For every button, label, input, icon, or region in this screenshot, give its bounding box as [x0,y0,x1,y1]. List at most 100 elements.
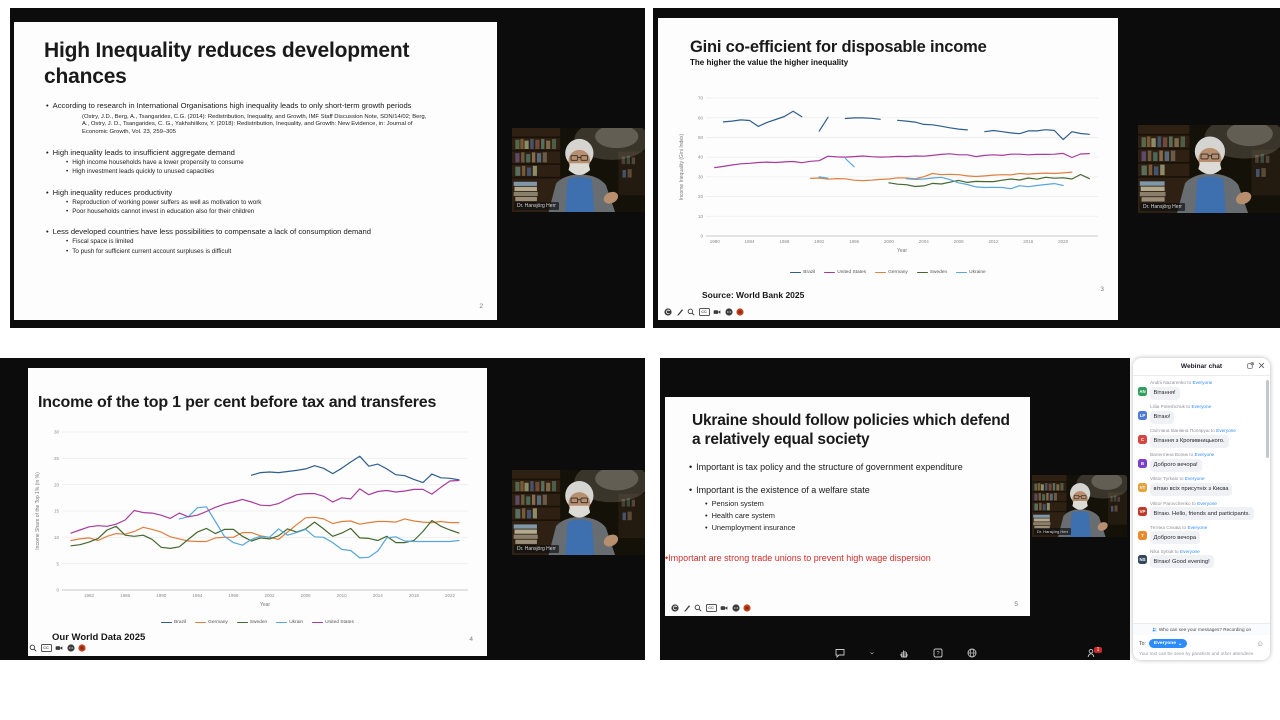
chat-message-sender: Viktor Parovchenko to Everyone [1150,500,1217,506]
chat-message: Viktor Tyrkalo to Everyone VT вітаю всіх п… [1138,476,1263,497]
avatar: T [1138,531,1147,541]
recipient-link[interactable]: Everyone [1216,428,1236,434]
pen-icon[interactable] [683,604,691,612]
slide-page-number: 4 [469,636,473,643]
meeting-notification[interactable]: 1 [1087,646,1102,658]
raise-hand-icon[interactable] [899,648,909,658]
globe-icon[interactable] [967,648,977,658]
recipient-link[interactable]: Everyone [1192,380,1213,385]
presenter-video-scene [1138,125,1280,213]
emoji-icon[interactable]: ☺ [1256,638,1264,648]
presenter-video: Dr. Hansjörg Herr [1032,475,1127,537]
bullet-item: • High inequality reduces productivity [46,187,173,197]
to-label: To: [1139,640,1146,647]
slide-high-inequality: High Inequality reduces development chan… [14,22,497,320]
chat-bubble-icon[interactable] [835,648,845,658]
slide-gini-chart: Gini co-efficient for disposable income … [658,18,1118,320]
recipient-link[interactable]: Everyone [1194,452,1215,458]
presenter-name-tag: Dr. Hansjörg Herr [514,202,559,210]
avatar: VP [1138,507,1147,517]
chat-scrollbar[interactable] [1266,380,1269,458]
slide-subtitle: The higher the value the higher inequali… [690,58,849,67]
recipient-link[interactable]: Everyone [1191,404,1212,410]
magnifier-icon[interactable] [29,644,37,652]
record-icon[interactable] [78,644,86,652]
svg-text:70: 70 [698,96,704,101]
presenter-video: Dr. Hansjörg Herr [1138,125,1280,213]
svg-text:20: 20 [54,482,60,487]
chart-source: Source: World Bank 2025 [702,290,805,300]
legend-item: Sweden [916,270,947,275]
more-icon[interactable] [724,308,733,316]
chat-message: Nika Sytiuk to Everyone NS Вітаю! Good eve… [1138,549,1263,569]
slide-page-number: 5 [1014,601,1018,608]
captions-icon[interactable]: CC [698,308,710,316]
magnifier-icon[interactable] [694,604,702,612]
captions-icon[interactable]: CC [705,604,717,612]
sub-bullet-item: • To push for sufficient current account … [66,248,232,256]
bullet-item: • Less developed countries have less poss… [46,227,371,237]
chat-message-sender: Viktor Tyrkalo to Everyone [1150,476,1205,482]
svg-text:0: 0 [56,588,59,593]
svg-text:Income Inequality (Gini Index): Income Inequality (Gini Index) [679,133,685,200]
svg-text:2014: 2014 [373,593,384,598]
slide-page-number: 2 [479,303,483,310]
legend-item: Germany [195,620,228,625]
svg-text:0: 0 [700,234,703,239]
close-icon[interactable] [1258,362,1265,369]
top1-chart-legend: Brazil Germany Sweden Ukrain United States [28,620,487,625]
avatar: С [1138,434,1147,444]
presenter-video-scene [512,470,645,555]
chat-message-bubble: Вітання! [1149,386,1180,400]
pen-icon[interactable] [676,308,684,316]
return-icon[interactable] [664,308,672,316]
chat-message-bubble: Доброго вечора [1149,531,1201,545]
chat-message-bubble: вітаю всіх присутніх з Києва [1149,482,1233,497]
qa-icon[interactable]: ? [933,648,943,658]
svg-text:20: 20 [698,194,704,199]
svg-text:2012: 2012 [988,239,999,244]
svg-text:1994: 1994 [192,593,203,598]
svg-text:2018: 2018 [409,593,420,598]
slide-bullets: • Important is tax policy and the structu… [689,462,1012,533]
more-icon[interactable] [66,644,75,652]
bullet-group: • High inequality leads to insufficient a… [46,148,473,177]
return-icon[interactable] [671,604,679,612]
recipient-link[interactable]: Everyone [1179,548,1200,554]
caret-down-icon[interactable] [869,648,875,658]
sub-bullet-item: • High investment leads quickly to unused… [66,168,215,176]
captions-icon[interactable]: CC [705,604,717,612]
chat-visibility-info: Who can see your messages? Recording on [1133,623,1270,635]
camera-icon[interactable] [720,604,728,612]
recipient-link[interactable]: Everyone [1187,524,1208,530]
camera-icon[interactable] [55,644,63,652]
svg-text:2010: 2010 [337,593,348,598]
more-icon[interactable] [731,604,740,612]
presenter-name-tag: Dr. Hansjörg Herr [514,545,559,553]
svg-text:1998: 1998 [228,593,239,598]
recipient-selector[interactable]: Everyone ⌄ [1148,639,1188,648]
chat-message-bubble: Доброго вечора! [1149,458,1202,472]
svg-text:2016: 2016 [1023,239,1034,244]
sub-bullet-item: • Pension system [705,498,764,508]
recipient-link[interactable]: Everyone [1184,476,1205,482]
record-icon[interactable] [736,308,744,316]
chat-message: Валентина Волик to Everyone В Доброго вечо… [1138,452,1263,472]
camera-icon[interactable] [713,308,721,316]
recipient-link[interactable]: Everyone [1197,500,1217,506]
captions-icon[interactable]: CC [40,644,52,652]
svg-text:50: 50 [698,135,704,140]
slide-ukraine-policies: Ukraine should follow policies which def… [665,397,1030,616]
captions-icon[interactable]: CC [40,644,52,652]
svg-text:2006: 2006 [301,593,312,598]
gini-chart-svg: 0 10 20 30 40 50 60 70 1980 1984 1988 1992 1996 2000 2… [679,96,1098,254]
top1-chart: 0 5 10 15 20 25 30 1982 1986 1990 1994 1998 2002 2006… [32,424,476,621]
slide-title: Gini co-efficient for disposable income [690,38,987,56]
record-icon[interactable] [743,604,751,612]
pop-out-icon[interactable] [1247,362,1254,369]
bullet-citation: (Ostry, J.D., Berg, A., Tsangarides, C.G… [82,113,427,136]
chat-message-sender: Andrii Nazarenko to Everyone [1150,380,1213,385]
svg-text:Year: Year [897,248,907,254]
magnifier-icon[interactable] [687,308,695,316]
captions-icon[interactable]: CC [698,308,710,316]
